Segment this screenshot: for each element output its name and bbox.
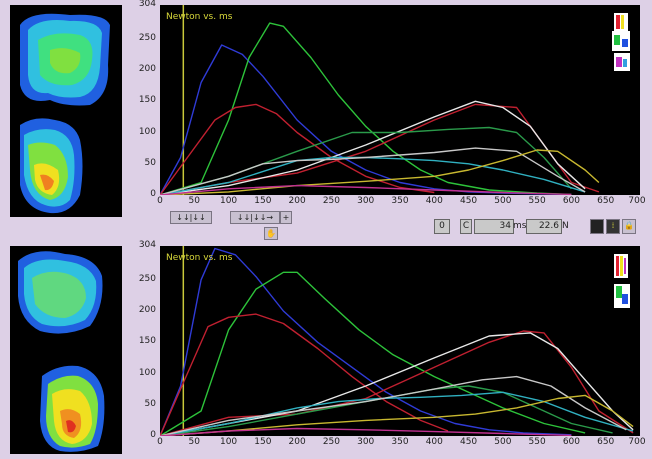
add-cursor-button[interactable]: +: [280, 211, 292, 224]
y-tick-label: 150: [138, 95, 156, 106]
ms-value-field[interactable]: 34: [474, 219, 514, 234]
x-tick-label: 700: [628, 437, 646, 447]
plot-style-button[interactable]: [590, 219, 604, 234]
series-line-5: [160, 126, 572, 195]
x-tick-label: 500: [494, 196, 512, 206]
x-tick-label: 150: [254, 196, 272, 206]
newton-unit-label: N: [562, 221, 569, 231]
series-line-6: [160, 391, 634, 436]
x-tick-label: 450: [459, 196, 478, 206]
series-line-1: [160, 271, 586, 436]
y-tick-label: 50: [144, 157, 156, 168]
series-line-1: [160, 22, 572, 195]
y-tick-label: 50: [144, 398, 156, 409]
bottom-chart-title: Newton vs. ms: [166, 253, 233, 263]
x-tick-label: 50: [188, 437, 200, 447]
cursor-right-button[interactable]: ↓↓|↓↓→: [230, 211, 280, 224]
x-tick-label: 400: [425, 196, 443, 206]
x-tick-label: 300: [357, 196, 375, 206]
pressure-map-top: [10, 5, 122, 217]
y-tick-label: 304: [138, 240, 156, 250]
cursor-style-button[interactable]: ⁞: [606, 219, 620, 234]
x-tick-label: 550: [528, 437, 546, 447]
x-tick-label: 350: [391, 437, 409, 447]
y-tick-label: 0: [150, 430, 156, 440]
x-tick-label: 0: [157, 196, 163, 206]
cursor-control-bar: ↓↓|↓↓ ↓↓|↓↓→ + ✋ 0 C 34 ms 22.6 N ⁞ 🔒: [160, 207, 650, 243]
x-tick-label: 650: [597, 196, 615, 206]
series-line-5: [160, 385, 613, 436]
lock-icon[interactable]: 🔒: [622, 219, 636, 234]
pressure-map-bottom: [10, 246, 122, 454]
x-tick-label: 250: [322, 196, 341, 206]
zero-indicator[interactable]: 0: [434, 219, 450, 234]
series-line-2: [160, 313, 449, 436]
series-line-0: [160, 44, 572, 195]
x-tick-label: 100: [219, 437, 238, 447]
series-line-4: [160, 332, 634, 436]
cursor-label-c: C: [460, 219, 472, 234]
series-line-0: [160, 247, 572, 436]
y-tick-label: 250: [138, 273, 156, 284]
x-tick-label: 400: [425, 437, 443, 447]
top-chart-legend: [610, 13, 632, 73]
ms-unit-label: ms: [513, 221, 527, 231]
x-tick-label: 550: [528, 196, 546, 206]
pan-hand-icon[interactable]: ✋: [264, 227, 278, 240]
x-tick-label: 250: [322, 437, 341, 447]
x-tick-label: 500: [494, 437, 512, 447]
x-tick-label: 50: [188, 196, 200, 206]
bottom-chart-legend: [610, 254, 632, 314]
x-tick-label: 150: [254, 437, 272, 447]
y-tick-label: 100: [138, 126, 156, 137]
x-tick-label: 0: [157, 437, 163, 447]
series-line-7: [160, 147, 586, 195]
x-tick-label: 600: [562, 437, 581, 447]
x-tick-label: 200: [288, 196, 306, 206]
y-tick-label: 304: [138, 0, 156, 9]
y-tick-label: 250: [138, 32, 156, 43]
series-line-8: [160, 149, 600, 195]
series-line-6: [160, 156, 586, 195]
x-tick-label: 650: [597, 437, 615, 447]
series-line-9: [160, 184, 572, 195]
x-tick-label: 100: [219, 196, 238, 206]
series-line-8: [160, 394, 634, 436]
newton-value-field[interactable]: 22.6: [526, 219, 562, 234]
x-tick-label: 700: [628, 196, 646, 206]
cursor-left-button[interactable]: ↓↓|↓↓: [170, 211, 212, 224]
x-tick-label: 600: [562, 196, 581, 206]
top-chart-title: Newton vs. ms: [166, 12, 233, 22]
y-tick-label: 0: [150, 189, 156, 199]
x-tick-label: 350: [391, 196, 409, 206]
top-force-chart: Newton vs. ms: [160, 5, 640, 195]
series-line-9: [160, 427, 572, 436]
y-tick-label: 200: [138, 64, 156, 74]
y-tick-label: 150: [138, 336, 156, 347]
x-tick-label: 200: [288, 437, 306, 447]
x-tick-label: 450: [459, 437, 478, 447]
y-tick-label: 200: [138, 305, 156, 315]
series-line-4: [160, 100, 586, 195]
y-tick-label: 100: [138, 367, 156, 378]
x-tick-label: 300: [357, 437, 375, 447]
bottom-force-chart: Newton vs. ms: [160, 246, 640, 436]
